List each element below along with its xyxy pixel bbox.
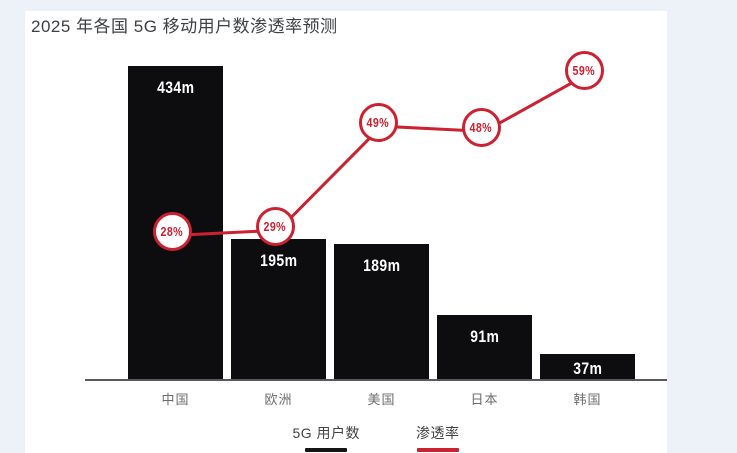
penetration-value-label: 48%: [469, 120, 493, 136]
bar-value-label: 195m: [259, 251, 298, 271]
bar-value-label: 189m: [362, 255, 401, 275]
penetration-marker: 29%: [255, 207, 295, 247]
bar-value-label: 37m: [572, 359, 603, 379]
legend-item-penetration: 渗透率: [416, 423, 460, 452]
legend-item-5g-users: 5G 用户数: [292, 423, 360, 452]
penetration-marker: 28%: [152, 212, 192, 252]
penetration-value-label: 29%: [263, 219, 287, 235]
x-axis-label: 欧洲: [264, 392, 293, 407]
bar-5g-users: [231, 239, 326, 381]
bar-value-label: 434m: [156, 78, 195, 97]
penetration-value-label: 59%: [572, 63, 596, 79]
x-axis-label: 日本: [470, 392, 499, 407]
penetration-value-label: 49%: [366, 115, 390, 131]
chart-legend: 5G 用户数 渗透率: [85, 423, 667, 452]
penetration-marker: 59%: [564, 51, 604, 91]
x-axis-label: 中国: [161, 392, 190, 407]
bar-5g-users: [540, 354, 635, 381]
penetration-marker: 48%: [461, 108, 501, 148]
bar-5g-users: [437, 314, 532, 381]
chart-title: 2025 年各国 5G 移动用户数渗透率预测: [31, 17, 338, 36]
x-axis-label: 韩国: [573, 392, 602, 407]
bar-5g-users: [334, 243, 429, 381]
legend-label-5g-users: 5G 用户数: [292, 425, 361, 441]
penetration-value-label: 28%: [160, 224, 184, 240]
legend-underline-5g-users: [305, 448, 348, 452]
legend-label-penetration: 渗透率: [416, 425, 460, 441]
legend-underline-penetration: [416, 448, 459, 452]
penetration-marker: 49%: [358, 103, 398, 143]
x-axis-line: [85, 379, 667, 381]
bar-value-label: 91m: [469, 326, 500, 346]
x-axis-label: 美国: [367, 392, 396, 407]
